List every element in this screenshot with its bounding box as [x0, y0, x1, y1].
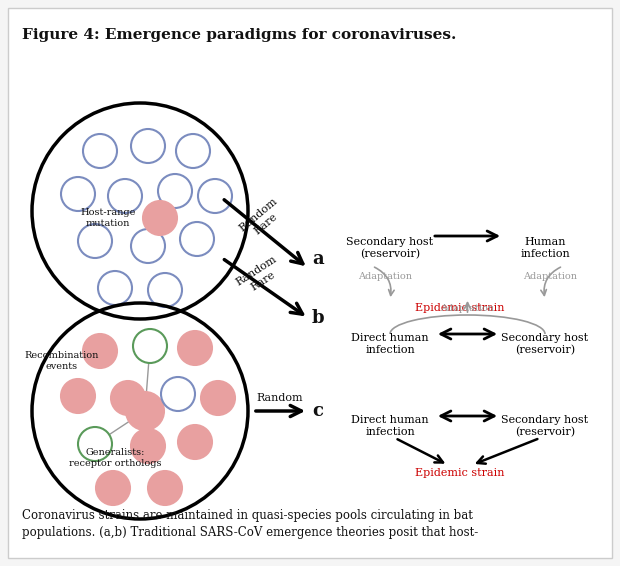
- Text: a: a: [312, 250, 324, 268]
- Text: Secondary host
(reservoir): Secondary host (reservoir): [502, 415, 588, 438]
- Text: Host-range
mutation: Host-range mutation: [81, 208, 136, 228]
- Text: populations. (a,b) Traditional SARS-CoV emergence theories posit that host-: populations. (a,b) Traditional SARS-CoV …: [22, 526, 478, 539]
- Circle shape: [83, 134, 117, 168]
- Circle shape: [111, 381, 145, 415]
- Circle shape: [96, 471, 130, 505]
- Text: Coronavirus strains are maintained in quasi-species pools circulating in bat: Coronavirus strains are maintained in qu…: [22, 509, 473, 522]
- Circle shape: [178, 425, 212, 459]
- Circle shape: [61, 379, 95, 413]
- Circle shape: [180, 222, 214, 256]
- Text: b: b: [312, 309, 325, 327]
- Circle shape: [178, 331, 212, 365]
- Circle shape: [131, 229, 165, 263]
- Circle shape: [176, 134, 210, 168]
- Text: Secondary host
(reservoir): Secondary host (reservoir): [502, 333, 588, 355]
- Circle shape: [161, 377, 195, 411]
- Text: Random: Random: [257, 393, 303, 403]
- Circle shape: [108, 179, 142, 213]
- Circle shape: [98, 271, 132, 305]
- Text: Direct human
infection: Direct human infection: [351, 333, 429, 355]
- FancyBboxPatch shape: [8, 8, 612, 558]
- Circle shape: [133, 329, 167, 363]
- Circle shape: [83, 334, 117, 368]
- Circle shape: [131, 129, 165, 163]
- Circle shape: [198, 179, 232, 213]
- Text: c: c: [312, 402, 323, 420]
- Text: Epidemic strain: Epidemic strain: [415, 303, 505, 313]
- Text: Secondary host
(reservoir): Secondary host (reservoir): [347, 237, 433, 259]
- Circle shape: [78, 427, 112, 461]
- Text: Adaptation: Adaptation: [440, 304, 495, 313]
- Text: Epidemic strain: Epidemic strain: [415, 468, 505, 478]
- Text: Random
Rare: Random Rare: [237, 195, 287, 243]
- Circle shape: [131, 429, 165, 463]
- Text: Generalists:
receptor orthologs: Generalists: receptor orthologs: [69, 448, 161, 468]
- Circle shape: [126, 392, 164, 430]
- Text: Human
infection: Human infection: [520, 237, 570, 259]
- Circle shape: [148, 273, 182, 307]
- Circle shape: [78, 224, 112, 258]
- Circle shape: [143, 201, 177, 235]
- Text: Adaptation: Adaptation: [358, 272, 412, 281]
- Text: Direct human
infection: Direct human infection: [351, 415, 429, 437]
- Circle shape: [158, 174, 192, 208]
- Text: Random
Rare: Random Rare: [234, 254, 286, 298]
- Text: Recombination
events: Recombination events: [25, 351, 99, 371]
- Text: Figure 4: Emergence paradigms for coronaviruses.: Figure 4: Emergence paradigms for corona…: [22, 28, 456, 42]
- Circle shape: [201, 381, 235, 415]
- Text: Adaptation: Adaptation: [523, 272, 577, 281]
- Circle shape: [148, 471, 182, 505]
- Circle shape: [61, 177, 95, 211]
